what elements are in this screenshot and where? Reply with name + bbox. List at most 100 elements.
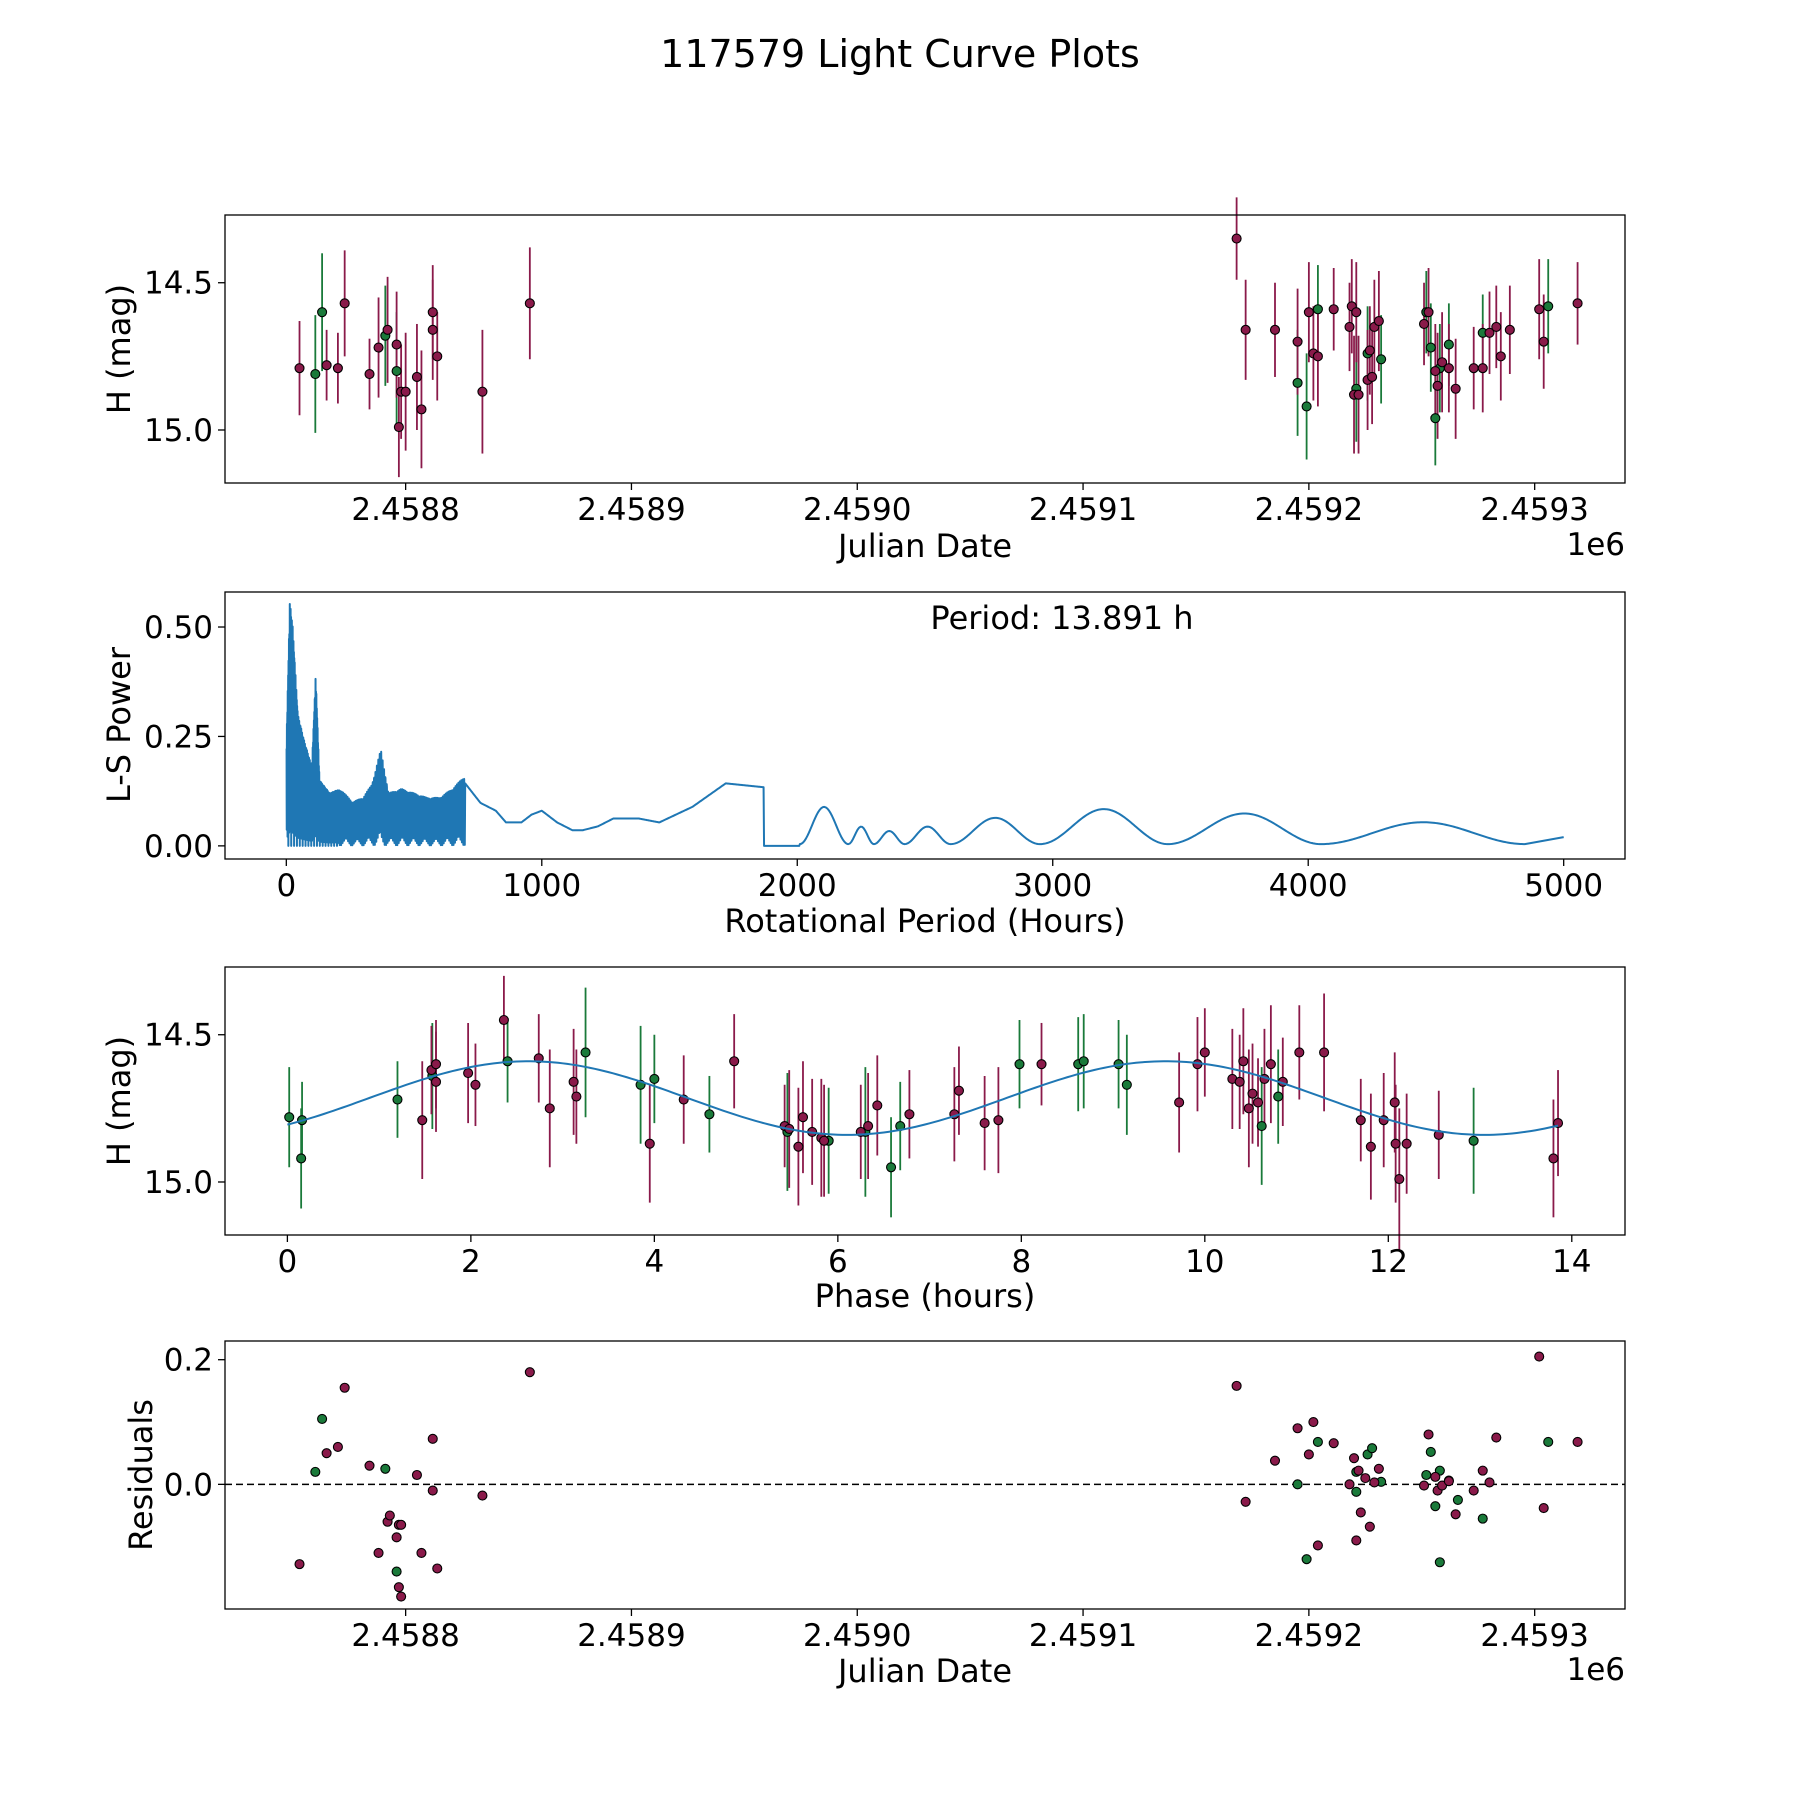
residuals-ytick-label: 0.2 bbox=[164, 1343, 213, 1379]
phased-point-r bbox=[1394, 1173, 1405, 1185]
phased-point-g bbox=[1014, 1059, 1025, 1070]
residuals-point-r bbox=[1269, 1455, 1281, 1466]
phased-point-r bbox=[904, 1109, 915, 1120]
lightcurve-point-r bbox=[477, 386, 488, 397]
residuals-point-g bbox=[1301, 1554, 1312, 1565]
residuals-point-r bbox=[1312, 1540, 1323, 1551]
phased-point-r bbox=[872, 1100, 883, 1111]
lightcurve-point-r bbox=[1450, 383, 1461, 394]
lightcurve-point-g bbox=[317, 307, 328, 318]
lightcurve-point-g bbox=[391, 366, 402, 377]
phased-point-r bbox=[568, 1076, 579, 1087]
periodogram-panel: 0 1000 2000 3000 4000 5000 0.00 0.25 0.50 Period… bbox=[100, 591, 1626, 940]
residuals-point-g bbox=[1430, 1501, 1441, 1512]
phased-point-r bbox=[1355, 1115, 1366, 1126]
lightcurve-point-r bbox=[1328, 304, 1339, 315]
phased-point-g bbox=[1078, 1056, 1089, 1067]
phased-xtick-label: 4 bbox=[644, 1244, 664, 1280]
residuals-point-g bbox=[1367, 1443, 1378, 1454]
phased-point-r bbox=[979, 1118, 990, 1129]
phased-ytick-label: 15.0 bbox=[144, 1165, 213, 1201]
residuals-point-r bbox=[1344, 1479, 1355, 1490]
residuals-point-r bbox=[1360, 1473, 1371, 1484]
phased-point-g bbox=[392, 1094, 403, 1105]
residuals-point-r bbox=[321, 1448, 332, 1459]
phased-point-r bbox=[863, 1120, 874, 1132]
lightcurve-point-r bbox=[1432, 380, 1443, 391]
residuals-point-r bbox=[1430, 1471, 1441, 1482]
residuals-point-r bbox=[1355, 1507, 1366, 1518]
lightcurve-point-r bbox=[1477, 363, 1488, 374]
phased-point-g bbox=[649, 1073, 660, 1084]
lightcurve-xtick-label: 2.4592 bbox=[1255, 492, 1363, 528]
phased-point-r bbox=[797, 1112, 809, 1123]
residuals-point-r bbox=[1328, 1438, 1339, 1449]
phased-point-g bbox=[1256, 1120, 1267, 1132]
residuals-ylabel: Residuals bbox=[122, 1399, 160, 1551]
residuals-point-r bbox=[1308, 1416, 1319, 1428]
lightcurve-point-g bbox=[1443, 339, 1454, 350]
residuals-point-r bbox=[396, 1591, 407, 1602]
residuals-point-r bbox=[396, 1519, 407, 1530]
phased-point-g bbox=[1468, 1135, 1479, 1146]
residuals-point-r bbox=[427, 1433, 438, 1444]
phased-xtick-label: 6 bbox=[828, 1244, 848, 1280]
lightcurve-point-g bbox=[1292, 377, 1303, 388]
periodogram-xtick-label: 0 bbox=[276, 868, 296, 904]
lightcurve-ylabel: H (mag) bbox=[100, 284, 138, 414]
lightcurve-point-r bbox=[1534, 304, 1545, 315]
lightcurve-point-r bbox=[1418, 318, 1430, 330]
lightcurve-point-r bbox=[400, 386, 411, 397]
lightcurve-point-g bbox=[310, 368, 321, 380]
lightcurve-point-r bbox=[427, 307, 438, 318]
phased-point-r bbox=[1390, 1138, 1401, 1149]
residuals-ytick-label: 0.0 bbox=[164, 1467, 213, 1503]
periodogram-ytick-label: 0.25 bbox=[144, 719, 213, 755]
lightcurve-point-r bbox=[1364, 345, 1375, 356]
lightcurve-point-r bbox=[364, 368, 375, 380]
residuals-point-r bbox=[1351, 1535, 1362, 1546]
residuals-point-r bbox=[1538, 1502, 1549, 1514]
periodogram-xlabel: Rotational Period (Hours) bbox=[724, 902, 1125, 940]
periodogram-axes-frame bbox=[224, 591, 1626, 860]
residuals-xtick-label: 2.4590 bbox=[803, 1618, 911, 1654]
residuals-point-r bbox=[1534, 1351, 1545, 1362]
residuals-point-r bbox=[1491, 1432, 1502, 1443]
lightcurve-point-r bbox=[1484, 327, 1495, 338]
lightcurve-point-r bbox=[524, 298, 535, 309]
phased-point-g bbox=[284, 1112, 295, 1123]
residuals-point-r bbox=[373, 1547, 384, 1558]
phased-point-g bbox=[886, 1162, 897, 1173]
residuals-point-r bbox=[1468, 1485, 1479, 1496]
residuals-point-g bbox=[1452, 1494, 1463, 1505]
period-annotation: Period: 13.891 h bbox=[930, 599, 1193, 637]
lightcurve-point-r bbox=[1468, 363, 1479, 374]
residuals-xtick-label: 2.4592 bbox=[1255, 1618, 1363, 1654]
residuals-point-r bbox=[1572, 1436, 1583, 1448]
periodogram-xtick-label: 3000 bbox=[1013, 868, 1092, 904]
lightcurve-point-r bbox=[1353, 389, 1364, 400]
residuals-point-r bbox=[1484, 1477, 1495, 1488]
residuals-point-r bbox=[391, 1532, 402, 1543]
phased-point-r bbox=[1548, 1153, 1559, 1164]
residuals-point-r bbox=[364, 1460, 375, 1471]
residuals-x-offset: 1e6 bbox=[1566, 1652, 1625, 1688]
lightcurve-point-r bbox=[1351, 307, 1362, 318]
lightcurve-point-r bbox=[321, 360, 332, 371]
residuals-point-r bbox=[411, 1469, 422, 1481]
residuals-point-r bbox=[1418, 1480, 1430, 1491]
lightcurve-point-r bbox=[1443, 363, 1454, 374]
residuals-xtick-label: 2.4588 bbox=[351, 1618, 459, 1654]
residuals-point-r bbox=[1303, 1449, 1314, 1460]
lightcurve-point-g bbox=[1425, 342, 1436, 353]
phased-point-r bbox=[430, 1076, 442, 1087]
residuals-point-r bbox=[1364, 1521, 1375, 1532]
phased-point-r bbox=[1252, 1097, 1264, 1108]
phased-point-r bbox=[463, 1067, 474, 1079]
residuals-point-r bbox=[1348, 1453, 1360, 1464]
phased-point-r bbox=[544, 1103, 555, 1114]
residuals-point-r bbox=[432, 1563, 443, 1574]
lightcurve-point-r bbox=[1491, 321, 1502, 332]
